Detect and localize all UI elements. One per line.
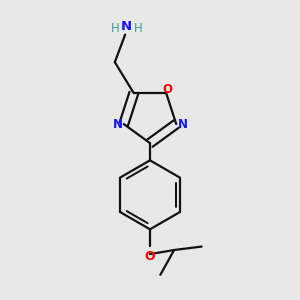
Text: H: H xyxy=(110,22,119,35)
Text: N: N xyxy=(177,118,188,130)
Text: O: O xyxy=(145,250,155,263)
Text: H: H xyxy=(134,22,142,35)
Text: N: N xyxy=(112,118,123,130)
Text: N: N xyxy=(120,20,131,33)
Text: O: O xyxy=(162,82,172,96)
